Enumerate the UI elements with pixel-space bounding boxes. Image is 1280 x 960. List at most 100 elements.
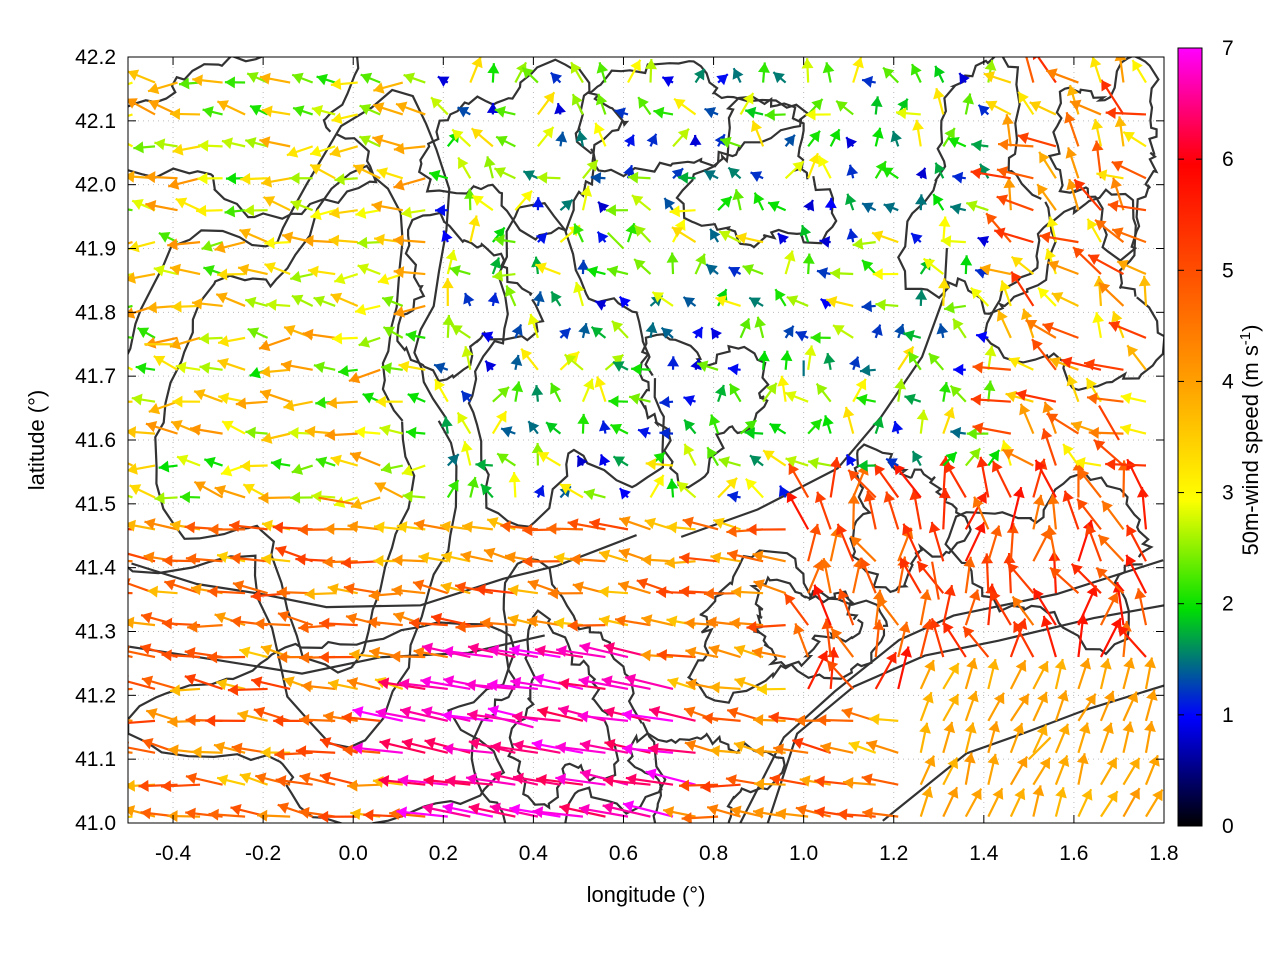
colorbar-tick-label: 7 xyxy=(1222,37,1234,60)
wind-arrow xyxy=(354,303,381,316)
colorbar xyxy=(1177,47,1203,827)
wind-arrow xyxy=(641,614,674,627)
wind-arrow xyxy=(807,418,823,435)
wind-arrow xyxy=(764,108,786,121)
wind-arrow xyxy=(953,363,966,376)
wind-arrow xyxy=(1077,693,1097,722)
wind-arrow xyxy=(581,378,595,403)
wind-arrow xyxy=(708,644,741,659)
wind-arrow xyxy=(215,292,246,307)
wind-arrow xyxy=(595,93,608,115)
wind-arrow xyxy=(769,422,787,435)
wind-arrow xyxy=(550,71,563,84)
wind-arrow xyxy=(753,579,787,595)
wind-arrow xyxy=(717,477,738,499)
wind-arrow xyxy=(229,520,268,533)
wind-arrow xyxy=(559,198,574,212)
wind-arrow xyxy=(393,266,426,279)
wind-arrow xyxy=(579,641,629,659)
wind-arrow xyxy=(490,770,539,786)
wind-arrow xyxy=(787,462,810,498)
wind-arrow xyxy=(987,449,1001,467)
wind-arrow xyxy=(440,581,471,595)
wind-arrow xyxy=(160,780,201,793)
wind-arrow xyxy=(666,521,696,534)
wind-arrow xyxy=(270,458,291,470)
wind-arrow xyxy=(823,352,836,370)
wind-arrow xyxy=(434,378,449,403)
x-tick-label: -0.2 xyxy=(245,842,281,865)
wind-arrow xyxy=(777,232,790,245)
wind-arrow xyxy=(1134,588,1148,626)
wind-arrow xyxy=(243,204,268,217)
wind-arrow xyxy=(718,456,741,468)
wind-arrow xyxy=(441,709,493,722)
wind-arrow xyxy=(739,92,755,116)
wind-arrow xyxy=(949,384,967,403)
wind-arrow xyxy=(253,706,291,722)
wind-arrow xyxy=(1077,722,1091,754)
wind-arrow xyxy=(578,675,629,691)
wind-arrow xyxy=(1040,428,1057,466)
wind-arrow xyxy=(1125,554,1147,594)
wind-arrow xyxy=(861,773,899,786)
wind-arrow xyxy=(1032,587,1057,626)
wind-arrow xyxy=(598,420,611,434)
wind-arrow xyxy=(966,427,989,440)
x-tick-label: 1.0 xyxy=(789,842,818,865)
wind-arrow xyxy=(660,326,674,339)
wind-arrow xyxy=(1066,374,1080,403)
contour-line xyxy=(154,164,416,674)
wind-arrow xyxy=(928,352,945,371)
wind-arrow xyxy=(804,345,817,370)
wind-arrow xyxy=(637,96,652,116)
wind-arrow xyxy=(319,617,358,630)
wind-arrow xyxy=(128,208,133,212)
wind-arrow xyxy=(470,127,494,148)
wind-arrow xyxy=(1032,691,1048,722)
wind-arrow xyxy=(559,802,606,818)
y-tick-label: 42.1 xyxy=(75,110,116,133)
wind-arrow xyxy=(735,232,764,245)
wind-arrow xyxy=(164,579,201,595)
wind-arrow xyxy=(467,476,479,498)
wind-arrow xyxy=(603,774,651,787)
contour-line xyxy=(470,557,667,823)
wind-arrow xyxy=(461,345,474,371)
wind-arrow xyxy=(303,234,336,247)
wind-arrow xyxy=(310,208,336,221)
wind-arrow xyxy=(845,136,858,149)
wind-arrow xyxy=(537,451,561,467)
y-tick-label: 41.6 xyxy=(75,429,116,452)
wind-arrow xyxy=(1125,524,1147,562)
wind-arrow xyxy=(598,549,629,563)
wind-arrow xyxy=(767,201,787,213)
wind-arrow xyxy=(291,294,314,307)
wind-arrow xyxy=(533,485,545,498)
wind-arrow xyxy=(1111,160,1147,180)
wind-arrow xyxy=(508,472,521,498)
wind-arrow xyxy=(329,206,358,219)
wind-arrow xyxy=(331,112,358,125)
wind-arrow xyxy=(952,171,966,184)
wind-arrow xyxy=(264,236,291,249)
wind-arrow xyxy=(816,267,831,279)
wind-arrow xyxy=(852,237,876,250)
wind-arrow xyxy=(507,584,539,597)
wind-arrow xyxy=(1144,754,1160,786)
wind-arrow xyxy=(237,709,268,722)
wind-arrow xyxy=(1054,723,1070,754)
wind-arrow xyxy=(963,556,976,594)
wind-arrow xyxy=(822,415,834,434)
wind-arrow xyxy=(261,175,291,188)
wind-arrow xyxy=(857,459,876,472)
wind-arrow xyxy=(192,74,223,87)
wind-arrow xyxy=(266,298,291,311)
wind-arrow xyxy=(786,295,809,307)
wind-arrow xyxy=(881,166,899,180)
wind-arrow xyxy=(964,491,988,530)
wind-arrow xyxy=(311,490,336,503)
wind-arrow xyxy=(777,375,790,402)
wind-arrow xyxy=(894,323,906,339)
wind-arrow xyxy=(537,171,561,184)
